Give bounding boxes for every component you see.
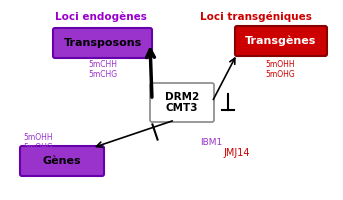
- Text: IBM1: IBM1: [200, 138, 222, 147]
- Text: 5mOHH
5mOHG: 5mOHH 5mOHG: [265, 60, 295, 79]
- Text: JMJ14: JMJ14: [223, 148, 249, 158]
- Text: Loci transgéniques: Loci transgéniques: [200, 12, 312, 22]
- FancyBboxPatch shape: [53, 28, 152, 58]
- Text: Transposons: Transposons: [63, 38, 142, 48]
- FancyBboxPatch shape: [150, 83, 214, 122]
- FancyBboxPatch shape: [20, 146, 104, 176]
- Text: 5mCHH
5mCHG: 5mCHH 5mCHG: [88, 60, 118, 79]
- Text: Gènes: Gènes: [43, 156, 81, 166]
- Text: Loci endogènes: Loci endogènes: [55, 12, 147, 22]
- Text: Transgènes: Transgènes: [245, 36, 317, 46]
- Text: DRM2
CMT3: DRM2 CMT3: [165, 92, 199, 113]
- Text: 5mOHH
5mOHG: 5mOHH 5mOHG: [23, 133, 53, 152]
- FancyBboxPatch shape: [235, 26, 327, 56]
